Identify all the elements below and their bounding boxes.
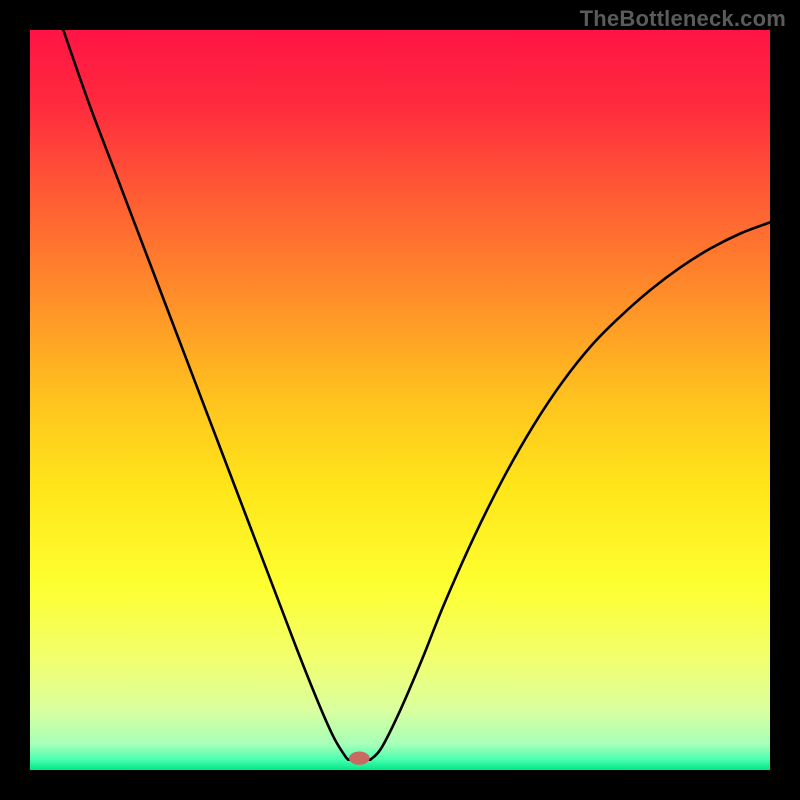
bottleneck-chart	[0, 0, 800, 800]
chart-frame: TheBottleneck.com	[0, 0, 800, 800]
watermark-text: TheBottleneck.com	[580, 6, 786, 32]
